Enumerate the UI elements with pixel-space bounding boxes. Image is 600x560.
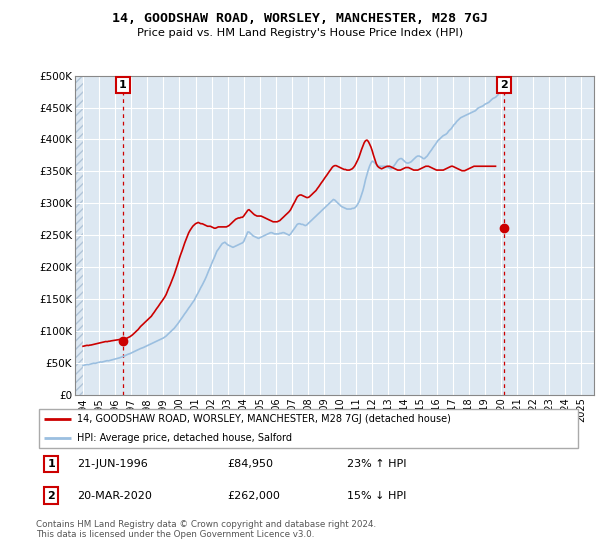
Text: 2: 2 (47, 491, 55, 501)
Text: 15% ↓ HPI: 15% ↓ HPI (347, 491, 407, 501)
Text: 1: 1 (119, 80, 127, 90)
Text: 21-JUN-1996: 21-JUN-1996 (77, 459, 148, 469)
Text: HPI: Average price, detached house, Salford: HPI: Average price, detached house, Salf… (77, 433, 292, 444)
Text: Contains HM Land Registry data © Crown copyright and database right 2024.
This d: Contains HM Land Registry data © Crown c… (36, 520, 376, 539)
FancyBboxPatch shape (39, 409, 578, 448)
Bar (75, 76, 83, 395)
Text: 2: 2 (500, 80, 508, 90)
Text: £262,000: £262,000 (227, 491, 280, 501)
Text: 23% ↑ HPI: 23% ↑ HPI (347, 459, 407, 469)
Text: 1: 1 (47, 459, 55, 469)
Text: Price paid vs. HM Land Registry's House Price Index (HPI): Price paid vs. HM Land Registry's House … (137, 28, 463, 38)
Text: £84,950: £84,950 (227, 459, 273, 469)
Text: 14, GOODSHAW ROAD, WORSLEY, MANCHESTER, M28 7GJ: 14, GOODSHAW ROAD, WORSLEY, MANCHESTER, … (112, 12, 488, 25)
Text: 20-MAR-2020: 20-MAR-2020 (77, 491, 152, 501)
Text: 14, GOODSHAW ROAD, WORSLEY, MANCHESTER, M28 7GJ (detached house): 14, GOODSHAW ROAD, WORSLEY, MANCHESTER, … (77, 414, 451, 424)
